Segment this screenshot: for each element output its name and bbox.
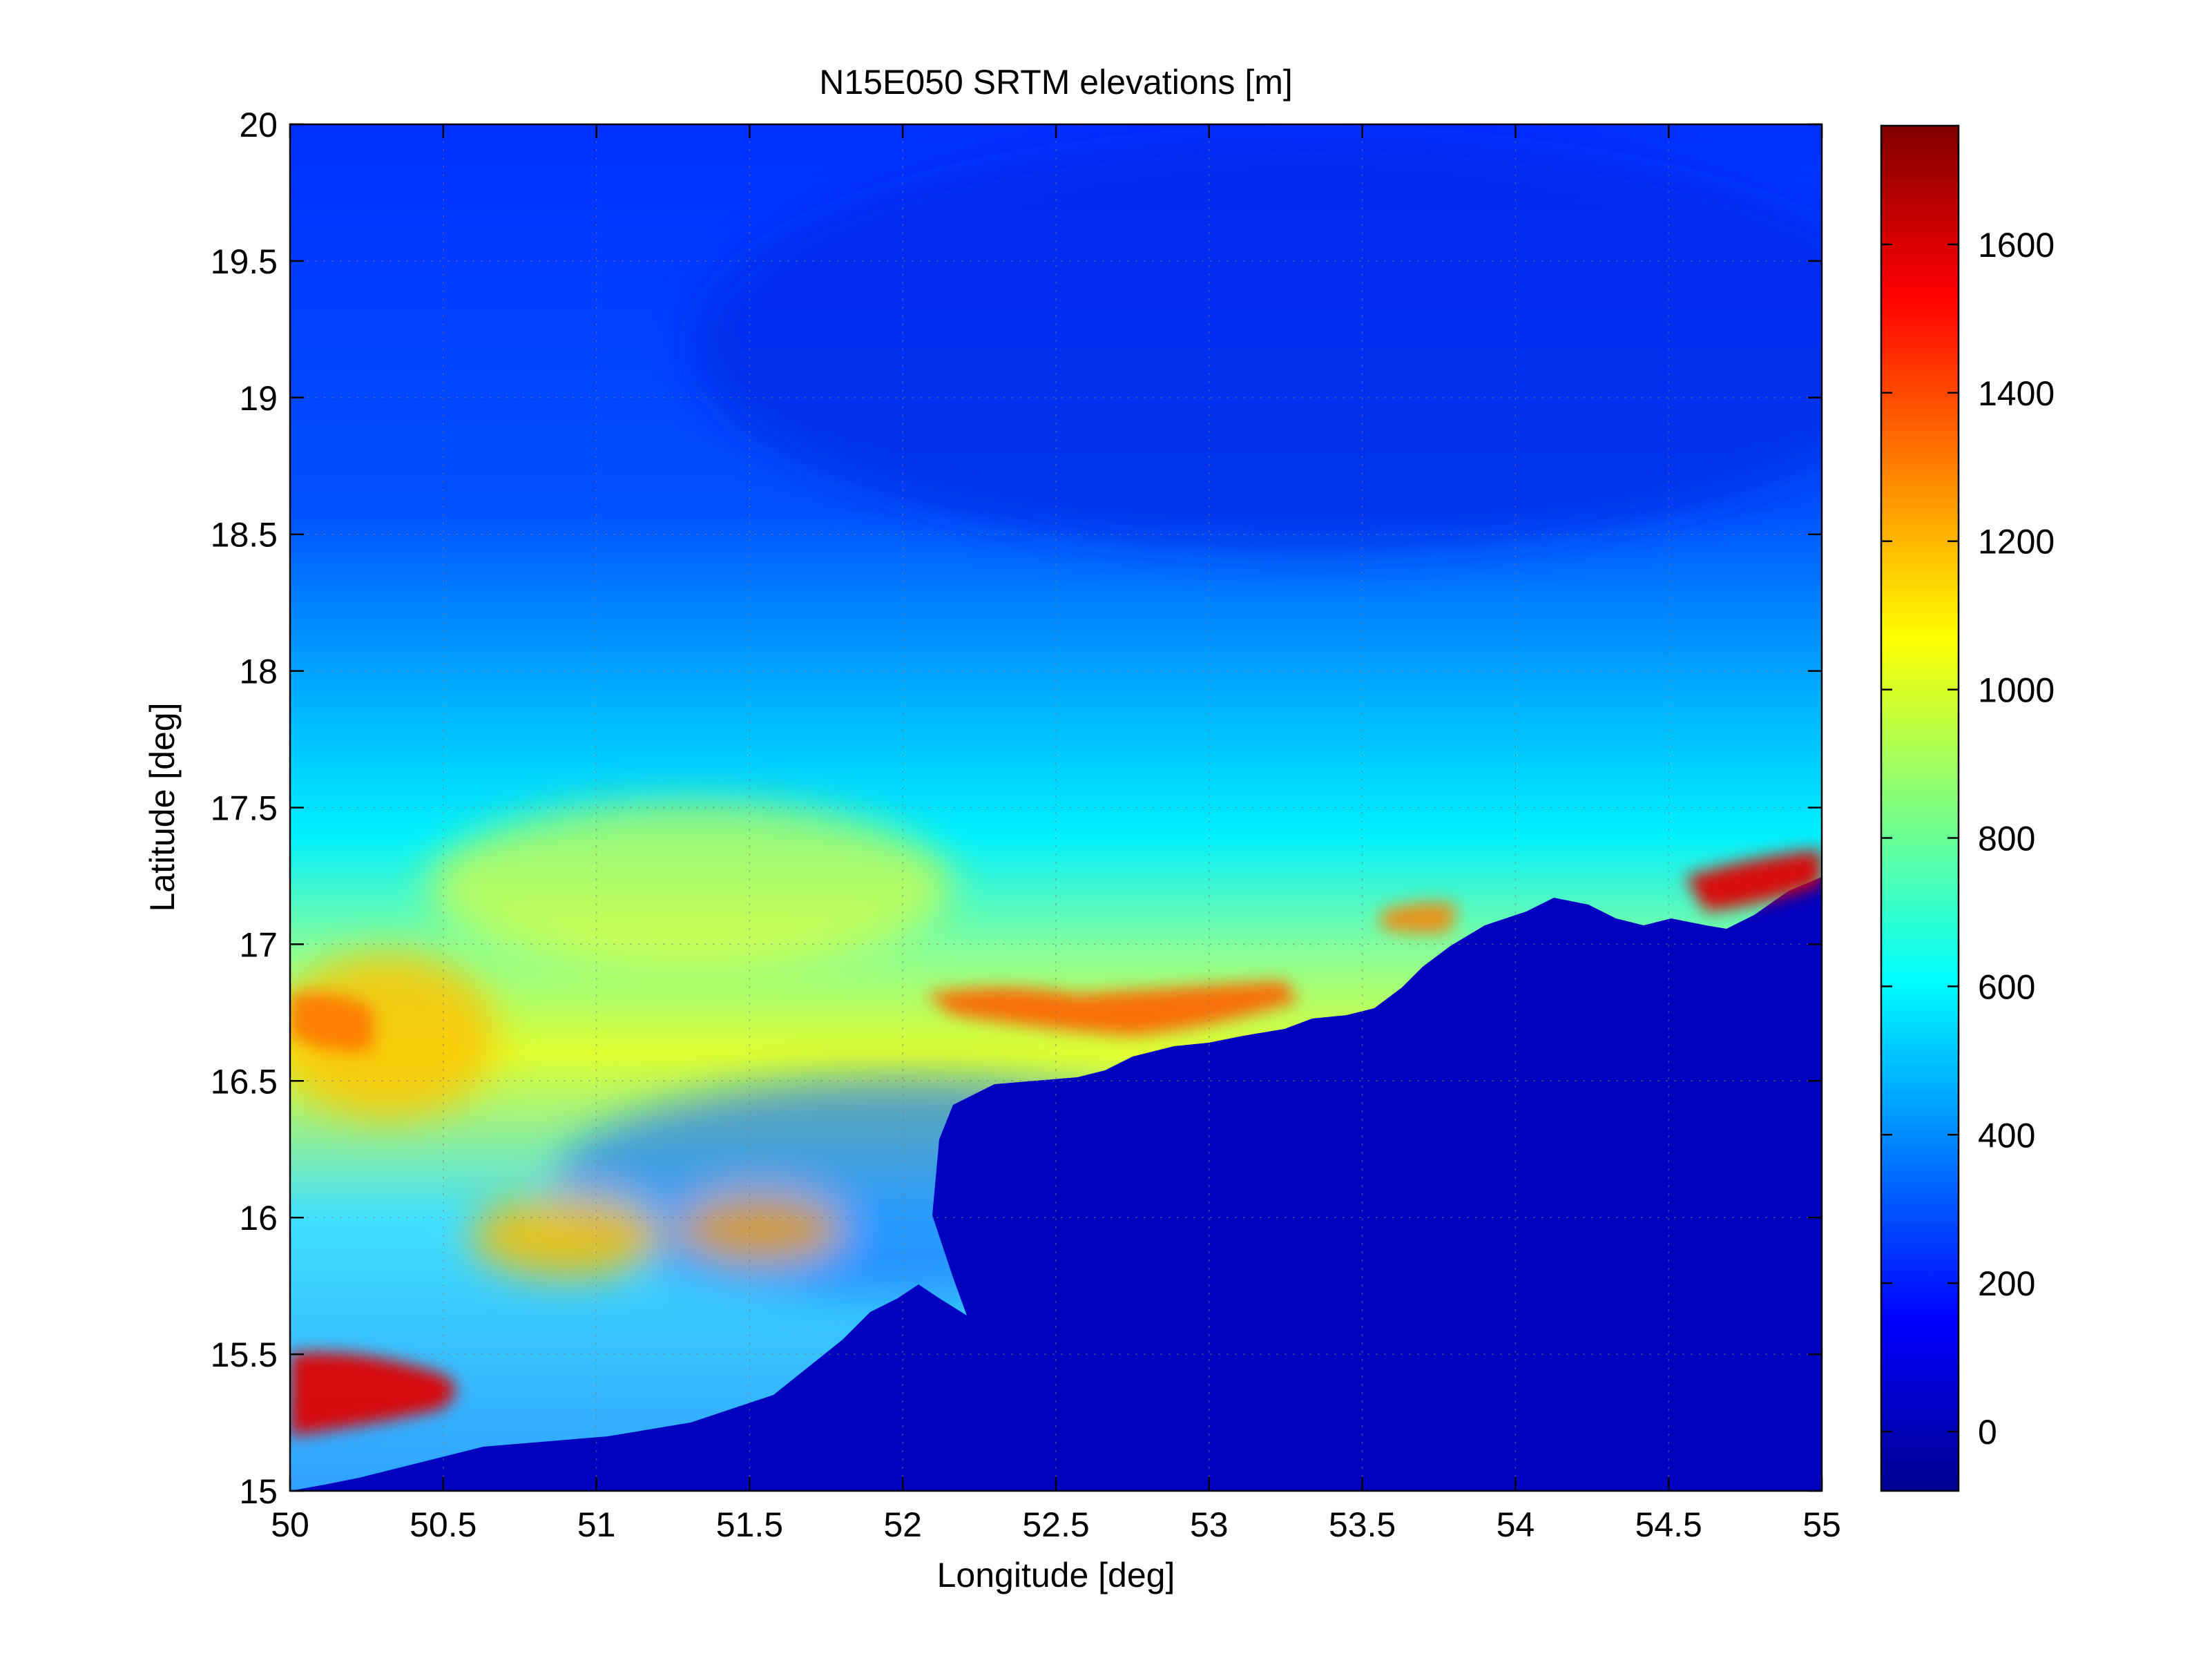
colorbar-tick-label: 1200 <box>1978 523 2055 561</box>
colorbar-tick-label: 1000 <box>1978 671 2055 710</box>
y-tick-label: 16 <box>239 1199 278 1237</box>
y-axis-label: Latitude [deg] <box>143 702 182 912</box>
map-title: N15E050 SRTM elevations [m] <box>819 63 1293 102</box>
y-tick-label: 17.5 <box>211 789 278 828</box>
colorbar: 0 200 400 600 800 1000 1200 1400 1600 <box>1880 124 2055 1492</box>
elevation-map <box>290 124 1822 1491</box>
highland-ridges <box>290 849 1822 1436</box>
y-tick-label: 18.5 <box>211 516 278 555</box>
x-tick-label: 52 <box>883 1505 922 1544</box>
y-tick-label: 15.5 <box>211 1336 278 1374</box>
x-axis-ticks: 50 50.5 51 51.5 52 52.5 53 53.5 54 54.5 55 <box>271 124 1841 1544</box>
x-tick-label: 53.5 <box>1329 1505 1396 1544</box>
colorbar-tick-label: 0 <box>1978 1413 1997 1452</box>
sea-area <box>290 877 1822 1491</box>
colorbar-tick-label: 400 <box>1978 1116 2035 1155</box>
colorbar-tick-label: 200 <box>1978 1264 2035 1303</box>
x-tick-label: 54.5 <box>1635 1505 1702 1544</box>
y-tick-label: 16.5 <box>211 1062 278 1101</box>
y-tick-label: 19 <box>239 379 278 418</box>
y-tick-label: 17 <box>239 925 278 964</box>
colorbar-tick-label: 800 <box>1978 819 2035 858</box>
colorbar-ticks: 0 200 400 600 800 1000 1200 1400 1600 <box>1881 226 2055 1452</box>
x-tick-label: 50.5 <box>410 1505 477 1544</box>
x-tick-label: 51 <box>577 1505 616 1544</box>
x-tick-label: 54 <box>1497 1505 1535 1544</box>
terrain-shading <box>290 138 1822 1298</box>
colorbar-frame <box>1880 124 1960 1492</box>
colorbar-tick-label: 600 <box>1978 967 2035 1006</box>
x-tick-label: 55 <box>1802 1505 1841 1544</box>
y-axis-ticks: 15 15.5 16 16.5 17 17.5 18 18.5 19 19.5 20 <box>211 106 1822 1511</box>
colorbar-gradient <box>1881 126 1959 1491</box>
y-tick-label: 18 <box>239 653 278 691</box>
map-grid <box>290 124 1822 1491</box>
colorbar-tick-label: 1600 <box>1978 226 2055 264</box>
x-tick-label: 52.5 <box>1022 1505 1089 1544</box>
colorbar-tick-label: 1400 <box>1978 374 2055 413</box>
x-axis-label: Longitude [deg] <box>937 1556 1175 1594</box>
y-tick-label: 15 <box>239 1472 278 1511</box>
y-tick-label: 19.5 <box>211 242 278 281</box>
x-tick-label: 53 <box>1190 1505 1229 1544</box>
x-tick-label: 51.5 <box>716 1505 783 1544</box>
x-tick-label: 50 <box>271 1505 309 1544</box>
y-tick-label: 20 <box>239 106 278 144</box>
